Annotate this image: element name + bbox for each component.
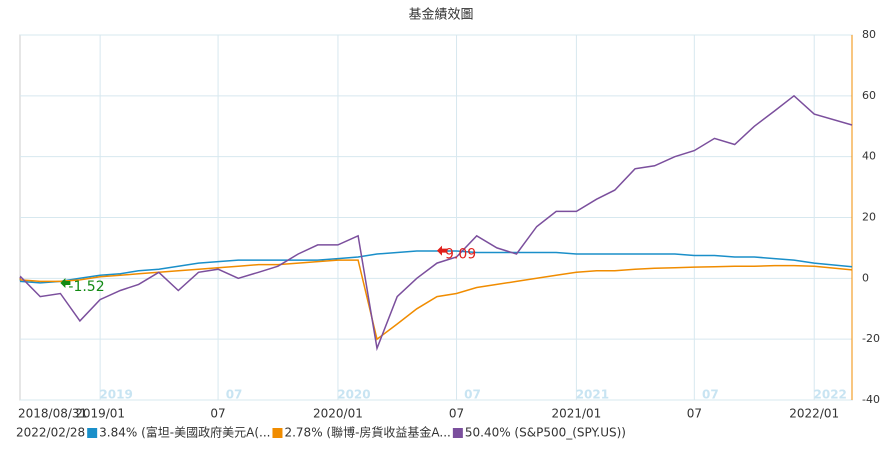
x-tick-label: 2022/01: [789, 407, 839, 421]
legend-label: 3.84% (富坦-美國政府美元A(...: [99, 425, 270, 440]
legend-swatch: [87, 428, 98, 438]
x-tick-label: 2019/01: [75, 407, 125, 421]
legend-date: 2022/02/28: [16, 426, 85, 440]
navigator-label: 2022: [814, 388, 847, 402]
navigator-label: 07: [702, 388, 719, 402]
x-tick-label: 07: [210, 407, 225, 421]
navigator-label: 2021: [576, 388, 609, 402]
y-tick-label: 20: [862, 211, 876, 224]
annotation-label: -1.52: [68, 279, 104, 295]
y-tick-label: 80: [862, 28, 876, 41]
y-tick-label: 40: [862, 150, 876, 163]
y-tick-label: 0: [862, 271, 869, 284]
x-tick-label: 07: [687, 407, 702, 421]
x-tick-label: 07: [449, 407, 464, 421]
chart-title: 基金績效圖: [408, 7, 473, 23]
legend-label: 50.40% (S&P500_(SPY.US)): [465, 426, 626, 440]
series-line: [19, 259, 853, 341]
series-line: [19, 94, 853, 352]
y-tick-label: -40: [862, 393, 880, 406]
y-tick-label: 60: [862, 89, 876, 102]
navigator-label: 2019: [99, 388, 132, 402]
navigator-label: 07: [464, 388, 481, 402]
annotation-label: 9.09: [445, 247, 476, 263]
legend-swatch: [452, 428, 463, 438]
x-tick-label: 2021/01: [551, 407, 601, 421]
y-tick-label: -20: [862, 332, 880, 345]
legend-label: 2.78% (聯博-房貨收益基金A...: [284, 425, 450, 440]
annotation-arrow: [436, 245, 447, 256]
navigator-label: 07: [226, 388, 243, 402]
legend-swatch: [272, 428, 283, 438]
annotation-arrow: [60, 277, 71, 288]
navigator-label: 2020: [337, 388, 370, 402]
x-tick-label: 2020/01: [313, 407, 363, 421]
series-line: [19, 250, 853, 284]
x-tick-label: 2018/08/31: [18, 407, 87, 421]
